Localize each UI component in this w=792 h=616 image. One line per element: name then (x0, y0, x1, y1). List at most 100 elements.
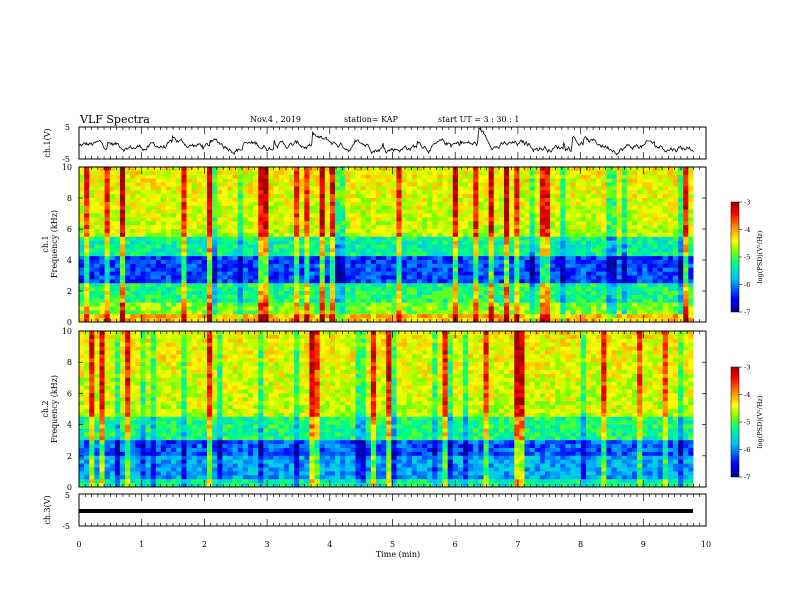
spectrogram-cell (494, 175, 499, 179)
spectrogram-cell (135, 229, 140, 233)
spectrogram-cell (524, 295, 529, 299)
spectrogram-cell (530, 221, 535, 225)
spectrogram-cell (105, 260, 110, 264)
spectrogram-cell (166, 175, 171, 179)
spectrogram-cell (448, 175, 453, 179)
spectrogram-cell (146, 272, 151, 276)
spectrogram-cell (356, 276, 361, 280)
spectrogram-cell (166, 272, 171, 276)
spectrogram-cell (89, 175, 94, 179)
spectrogram-cell (540, 214, 545, 218)
spectrogram-cell (217, 276, 222, 280)
spectrogram-cell (222, 229, 227, 233)
spectrogram-cell (350, 272, 355, 276)
spectrogram-cell (197, 287, 202, 291)
spectrogram-cell (304, 210, 309, 214)
spectrogram-cell (166, 198, 171, 202)
spectrogram-cell (504, 276, 509, 280)
spectrogram-cell (514, 279, 519, 283)
spectrogram-cell (545, 299, 550, 303)
spectrogram-cell (601, 295, 606, 299)
spectrogram-cell (120, 241, 125, 245)
spectrogram-cell (555, 272, 560, 276)
spectrogram-cell (253, 260, 258, 264)
spectrogram-cell (668, 276, 673, 280)
spectrogram-cell (571, 175, 576, 179)
spectrogram-cell (673, 252, 678, 256)
spectrogram-cell (115, 183, 120, 187)
spectrogram-cell (361, 217, 366, 221)
spectrogram-cell (468, 175, 473, 179)
spectrogram-cell (350, 256, 355, 260)
spectrogram-cell (484, 190, 489, 194)
spectrogram-cell (146, 314, 151, 318)
spectrogram-cell (299, 214, 304, 218)
spectrogram-cell (443, 210, 448, 214)
spectrogram-cell (463, 248, 468, 252)
spectrogram-cell (156, 279, 161, 283)
spectrogram-cell (432, 291, 437, 295)
spectrogram-cell (632, 276, 637, 280)
spectrogram-cell (612, 291, 617, 295)
spectrogram-cell (668, 198, 673, 202)
spectrogram-cell (443, 279, 448, 283)
spectrogram-cell (514, 276, 519, 280)
spectrogram-cell (130, 245, 135, 249)
spectrogram-cell (412, 307, 417, 311)
spectrogram-cell (591, 268, 596, 272)
spectrogram-cell (632, 314, 637, 318)
spectrogram-cell (361, 245, 366, 249)
spectrogram-cell (668, 229, 673, 233)
spectrogram-cell (94, 248, 99, 252)
spectrogram-cell (79, 248, 84, 252)
spectrogram-cell (591, 331, 596, 335)
spectrogram-cell (586, 287, 591, 291)
spectrogram-cell (463, 287, 468, 291)
spectrogram-cell (84, 194, 89, 198)
spectrogram-cell (453, 245, 458, 249)
spectrogram-cell (581, 268, 586, 272)
spectrogram-cell (345, 229, 350, 233)
spectrogram-cell (258, 307, 263, 311)
spectrogram-cell (437, 299, 442, 303)
spectrogram-cell (289, 291, 294, 295)
spectrogram-cell (637, 295, 642, 299)
spectrogram-cell (576, 233, 581, 237)
spectrogram-cell (289, 283, 294, 287)
spectrogram-cell (84, 307, 89, 311)
spectrogram-cell (617, 171, 622, 175)
spectrogram-cell (89, 241, 94, 245)
spectrogram-cell (683, 264, 688, 268)
spectrogram-cell (432, 229, 437, 233)
spectrogram-cell (94, 303, 99, 307)
spectrogram-cell (299, 279, 304, 283)
spectrogram-cell (381, 256, 386, 260)
spectrogram-cell (171, 167, 176, 171)
spectrogram-cell (494, 287, 499, 291)
spectrogram-cell (140, 268, 145, 272)
spectrogram-cell (84, 186, 89, 190)
spectrogram-cell (565, 307, 570, 311)
spectrogram-cell (571, 167, 576, 171)
spectrogram-cell (612, 272, 617, 276)
spectrogram-cell (381, 225, 386, 229)
spectrogram-cell (586, 186, 591, 190)
spectrogram-cell (320, 283, 325, 287)
spectrogram-cell (161, 256, 166, 260)
spectrogram-cell (330, 299, 335, 303)
spectrogram-cell (468, 179, 473, 183)
spectrogram-cell (545, 202, 550, 206)
spectrogram-cell (658, 291, 663, 295)
spectrogram-cell (535, 245, 540, 249)
spectrogram-cell (99, 268, 104, 272)
spectrogram-cell (601, 287, 606, 291)
spectrogram-cell (540, 276, 545, 280)
spectrogram-cell (253, 237, 258, 241)
spectrogram-cell (84, 279, 89, 283)
spectrogram-cell (376, 233, 381, 237)
spectrogram-cell (396, 179, 401, 183)
spectrogram-cell (94, 214, 99, 218)
spectrogram-cell (530, 186, 535, 190)
spectrogram-cell (350, 179, 355, 183)
spectrogram-cell (637, 167, 642, 171)
